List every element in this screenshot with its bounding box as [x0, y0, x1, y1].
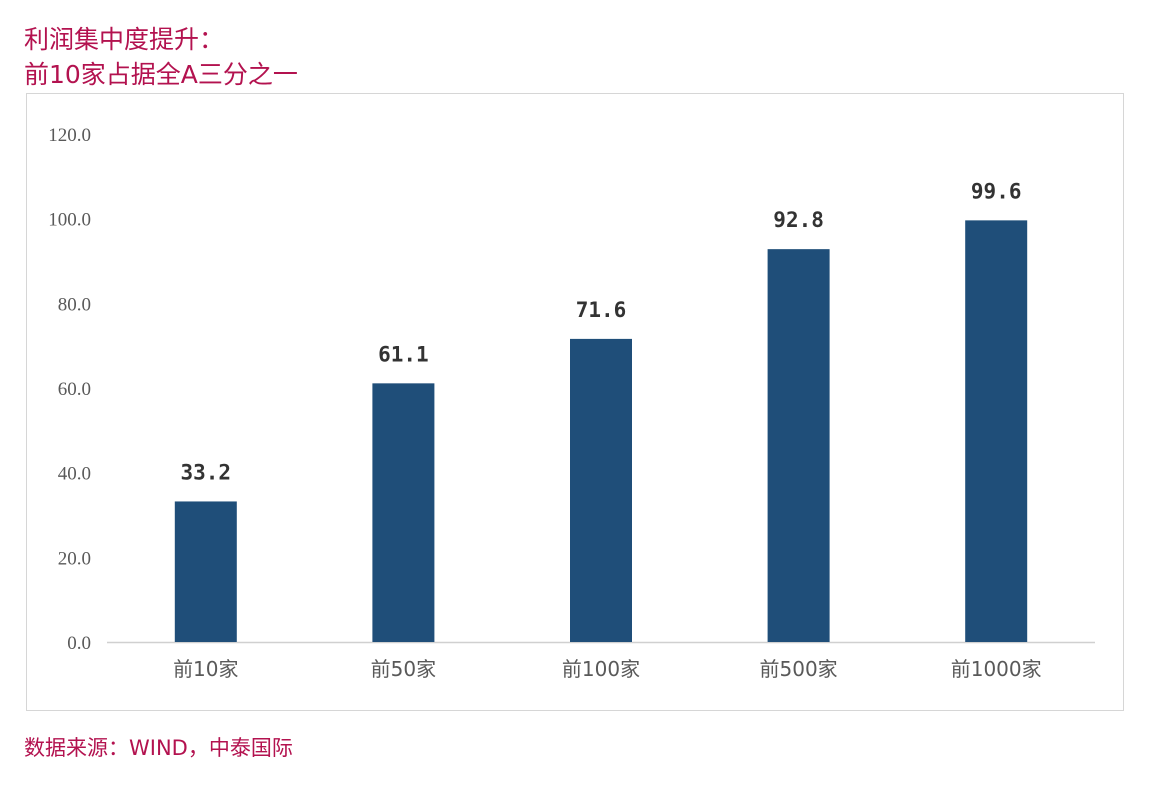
- chart-frame: 0.0 20.0 40.0 60.0 80.0 100.0 120.0 33.2 前10家 61.…: [26, 93, 1124, 711]
- x-tick-label: 前100家: [562, 657, 640, 681]
- bar: [570, 338, 632, 642]
- x-tick-label: 前50家: [371, 657, 436, 681]
- y-tick-label: 40.0: [58, 464, 91, 485]
- chart-title-line-2: 前10家占据全A三分之一: [24, 60, 298, 89]
- y-tick-label: 100.0: [48, 210, 91, 231]
- x-tick-label: 前500家: [760, 657, 838, 681]
- chart-title-line-1: 利润集中度提升：: [24, 25, 225, 54]
- y-tick-label: 0.0: [67, 633, 91, 654]
- bar-value-label: 33.2: [181, 460, 232, 484]
- data-source-note: 数据来源：WIND，中泰国际: [24, 736, 293, 760]
- bar-value-label: 61.1: [378, 342, 429, 366]
- bar: [174, 501, 237, 642]
- bar-value-label: 99.6: [971, 179, 1022, 203]
- x-tick-label: 前10家: [173, 657, 238, 681]
- bar-value-label: 92.8: [773, 208, 824, 232]
- y-tick-label: 80.0: [58, 294, 91, 315]
- bar-value-label: 71.6: [576, 298, 627, 322]
- x-tick-label: 前1000家: [951, 657, 1042, 681]
- y-tick-label: 60.0: [58, 379, 91, 400]
- y-tick-label: 120.0: [48, 125, 91, 146]
- y-tick-label: 20.0: [58, 548, 91, 569]
- bar-chart: 0.0 20.0 40.0 60.0 80.0 100.0 120.0 33.2 前10家 61.…: [48, 125, 1095, 681]
- bar: [372, 383, 435, 642]
- bar: [965, 220, 1028, 643]
- bar: [767, 249, 830, 642]
